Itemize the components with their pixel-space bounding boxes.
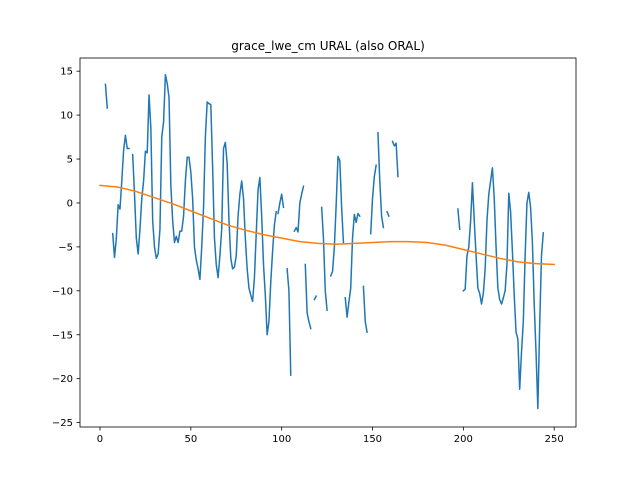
series-1-line-segment-10 (329, 155, 345, 277)
y-tick-label: −5 (58, 242, 73, 253)
series-1-line-segment-19 (462, 167, 545, 410)
series-1-line-segment-14 (377, 131, 385, 229)
series-2-line-segment-1 (99, 184, 555, 266)
series-1-line-segment-9 (320, 206, 328, 311)
series-1-line-segment-18 (457, 208, 461, 231)
series-1-line-segment-7 (304, 263, 312, 330)
series-1 (104, 73, 545, 410)
y-tick-label: −10 (52, 286, 73, 297)
series-2 (99, 184, 555, 266)
y-tick-label: 10 (60, 111, 73, 122)
y-tick-label: 5 (67, 155, 73, 166)
x-tick-label: 250 (545, 434, 564, 445)
series-1-line-segment-1 (104, 83, 109, 109)
series-1-line-segment-8 (313, 295, 318, 301)
series-1-line-segment-4 (277, 193, 285, 215)
axes-layer: 0 50 100 150 200 250 −25 −20 −15 −10 −5 0 5 10 15 (52, 57, 577, 445)
series-1-line-segment-5 (286, 268, 292, 376)
series-1-line-segment-12 (362, 285, 368, 333)
y-tick-label: 15 (60, 67, 73, 78)
series-1-line-segment-2 (111, 134, 130, 259)
y-tick-label: −25 (52, 418, 73, 429)
series-layer (99, 73, 555, 410)
axes-frame (79, 57, 577, 428)
y-tick-label: −15 (52, 330, 73, 341)
x-tick-label: 50 (184, 434, 197, 445)
y-tick-label: −20 (52, 374, 73, 385)
chart-title: grace_lwe_cm URAL (also ORAL) (231, 39, 425, 53)
series-1-line-segment-3 (131, 73, 278, 336)
series-1-line-segment-15 (386, 210, 390, 218)
x-tick-label: 100 (272, 434, 291, 445)
x-tick-label: 200 (454, 434, 473, 445)
x-tick-label: 150 (363, 434, 382, 445)
series-1-line-segment-13 (369, 164, 378, 235)
y-tick-label: 0 (67, 198, 73, 209)
series-1-line-segment-17 (391, 140, 399, 178)
series-1-line-segment-11 (344, 212, 361, 318)
x-tick-label: 0 (97, 434, 103, 445)
series-1-line-segment-6 (293, 185, 305, 233)
